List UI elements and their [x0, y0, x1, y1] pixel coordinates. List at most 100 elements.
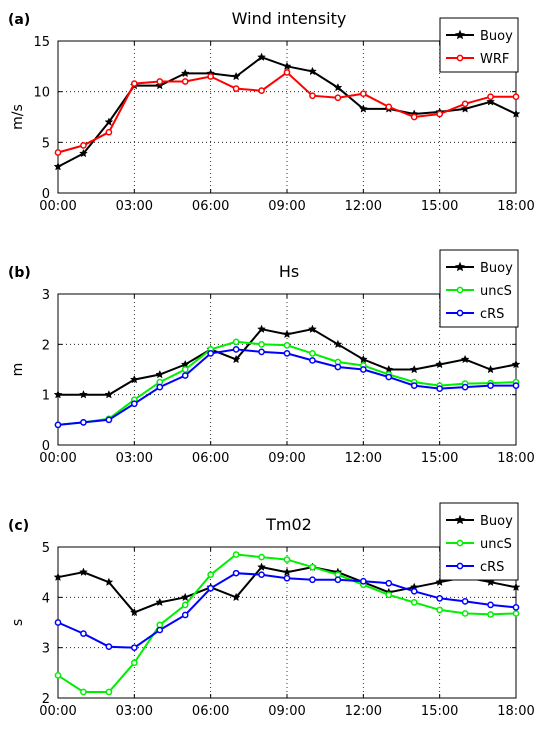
data-point: [461, 383, 469, 391]
series-crs: [54, 346, 520, 429]
data-point: [156, 626, 164, 634]
data-point: [308, 324, 317, 333]
data-point: [283, 69, 291, 76]
series-buoy: [53, 324, 521, 399]
data-point: [232, 346, 240, 353]
data-point: [282, 567, 292, 576]
data-point: [231, 71, 241, 81]
legend-marker: [456, 286, 464, 294]
data-point: [486, 364, 495, 374]
data-point: [257, 52, 266, 61]
legend-marker: [456, 309, 464, 317]
data-point: [232, 551, 240, 558]
data-point: [258, 340, 265, 348]
data-point: [309, 92, 316, 100]
panel-label: (b): [8, 265, 31, 281]
data-point: [156, 383, 164, 391]
legend-marker: [454, 29, 466, 40]
data-point: [309, 357, 316, 364]
chart-panel-1: 00:00 03:00 06:00 09:00 12:00 15:00 18:00 0 5 10 1…: [8, 9, 535, 214]
data-point: [487, 93, 494, 101]
data-point: [333, 339, 343, 349]
y-axis-label: s: [10, 619, 26, 626]
data-point: [105, 643, 113, 651]
data-point: [308, 66, 317, 76]
x-tick-label: 12:00: [345, 451, 382, 466]
data-point: [333, 82, 343, 92]
data-point: [79, 148, 88, 158]
data-point: [181, 366, 189, 373]
chart-panel-3: 00:00 03:00 06:00 09:00 12:00 15:00 18:00 2 3 4 5 T…: [8, 502, 535, 719]
data-point: [80, 142, 87, 149]
data-point: [232, 338, 240, 346]
y-tick-label: 1: [42, 389, 50, 404]
data-point: [231, 592, 241, 602]
data-point: [486, 97, 495, 106]
data-point: [410, 599, 418, 606]
legend-marker: [456, 562, 464, 570]
data-point: [436, 594, 444, 602]
x-tick-label: 15:00: [421, 199, 458, 214]
series-crs: [54, 569, 520, 652]
data-point: [104, 117, 114, 126]
panel-label: (c): [8, 518, 29, 534]
x-tick-label: 18:00: [497, 199, 534, 214]
data-point: [156, 78, 164, 85]
data-point: [181, 78, 189, 85]
legend: Buoy WRF: [439, 17, 519, 73]
panel-label: (a): [8, 12, 30, 28]
data-point: [53, 161, 63, 171]
data-point: [385, 103, 393, 111]
legend: Buoy uncS cRS: [439, 249, 519, 328]
data-point: [129, 374, 139, 384]
data-point: [54, 619, 62, 626]
data-point: [358, 354, 368, 364]
data-point: [512, 382, 520, 389]
data-point: [129, 607, 139, 617]
data-point: [385, 579, 393, 587]
data-point: [511, 582, 521, 592]
legend-box: [439, 502, 519, 581]
data-point: [54, 421, 62, 429]
data-point: [207, 584, 215, 592]
data-point: [283, 350, 291, 357]
data-point: [105, 128, 113, 136]
data-point: [180, 68, 190, 78]
data-point: [512, 610, 520, 617]
y-tick-label: 3: [42, 642, 50, 657]
data-point: [258, 87, 265, 95]
data-point: [487, 382, 494, 389]
data-point: [79, 390, 88, 399]
data-point: [486, 577, 495, 586]
legend-marker: [454, 261, 466, 272]
legend: Buoy uncS cRS: [439, 502, 519, 581]
data-point: [359, 366, 367, 373]
data-point: [231, 354, 241, 364]
data-point: [130, 659, 138, 667]
data-point: [512, 604, 520, 611]
legend-marker: [456, 539, 464, 547]
data-point: [461, 100, 469, 108]
y-tick-label: 0: [42, 439, 50, 454]
data-point: [487, 601, 494, 609]
data-point: [359, 90, 367, 98]
data-point: [54, 672, 62, 679]
data-point: [155, 80, 165, 90]
x-tick-label: 09:00: [268, 451, 305, 466]
data-point: [309, 576, 316, 584]
data-point: [104, 577, 114, 586]
data-point: [385, 373, 393, 381]
data-point: [207, 571, 215, 579]
data-point: [104, 390, 114, 399]
x-tick-label: 03:00: [116, 704, 153, 719]
data-point: [80, 630, 87, 637]
chart-title: Tm02: [265, 515, 312, 534]
data-point: [232, 85, 240, 92]
y-tick-label: 5: [42, 136, 50, 151]
x-tick-label: 00:00: [39, 704, 76, 719]
data-point: [232, 569, 240, 577]
legend-box: [439, 249, 519, 328]
data-point: [207, 350, 215, 357]
data-point: [334, 363, 342, 371]
legend-marker: [454, 514, 466, 525]
